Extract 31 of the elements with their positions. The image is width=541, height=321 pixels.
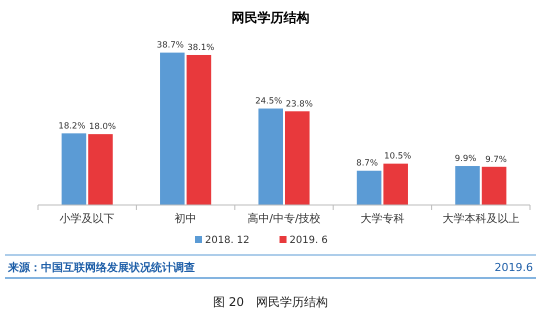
data-label: 8.7% [356, 158, 378, 169]
data-label: 18.0% [88, 122, 116, 132]
data-label: 18.2% [58, 121, 86, 132]
bar [160, 52, 185, 205]
text: 2019.6 [494, 261, 533, 274]
x-tick-label: 高中/中专/技校 [247, 212, 321, 225]
data-label: 23.8% [286, 99, 313, 110]
data-label: 24.5% [255, 96, 282, 107]
bar [455, 166, 480, 205]
bar [383, 164, 408, 205]
bar [258, 108, 283, 205]
legend-label: 2019. 6 [290, 235, 328, 246]
x-tick-label: 大学专科 [360, 212, 404, 225]
bar [356, 170, 382, 205]
legend-label: 2018. 12 [205, 235, 250, 246]
bar [62, 133, 86, 205]
data-label: 9.9% [454, 154, 476, 164]
caption: 图 20 网民学历结构 [212, 295, 328, 309]
x-tick-label: 初中 [174, 212, 197, 225]
data-label: 9.7% [485, 154, 507, 165]
data-label: 10.5% [384, 152, 412, 162]
data-label: 38.7% [156, 40, 184, 51]
x-tick-label: 大学本科及以上 [442, 212, 520, 225]
x-tick-label: 小学及以下 [60, 212, 115, 225]
data-label: 38.1% [187, 42, 214, 53]
bar [186, 54, 212, 205]
source-note: 来源：中国互联网络发展状况统计调查 [7, 261, 195, 274]
chart-title: 网民学历结构 [232, 11, 310, 26]
bar [88, 134, 113, 205]
bar [285, 111, 310, 205]
bar [482, 166, 506, 205]
